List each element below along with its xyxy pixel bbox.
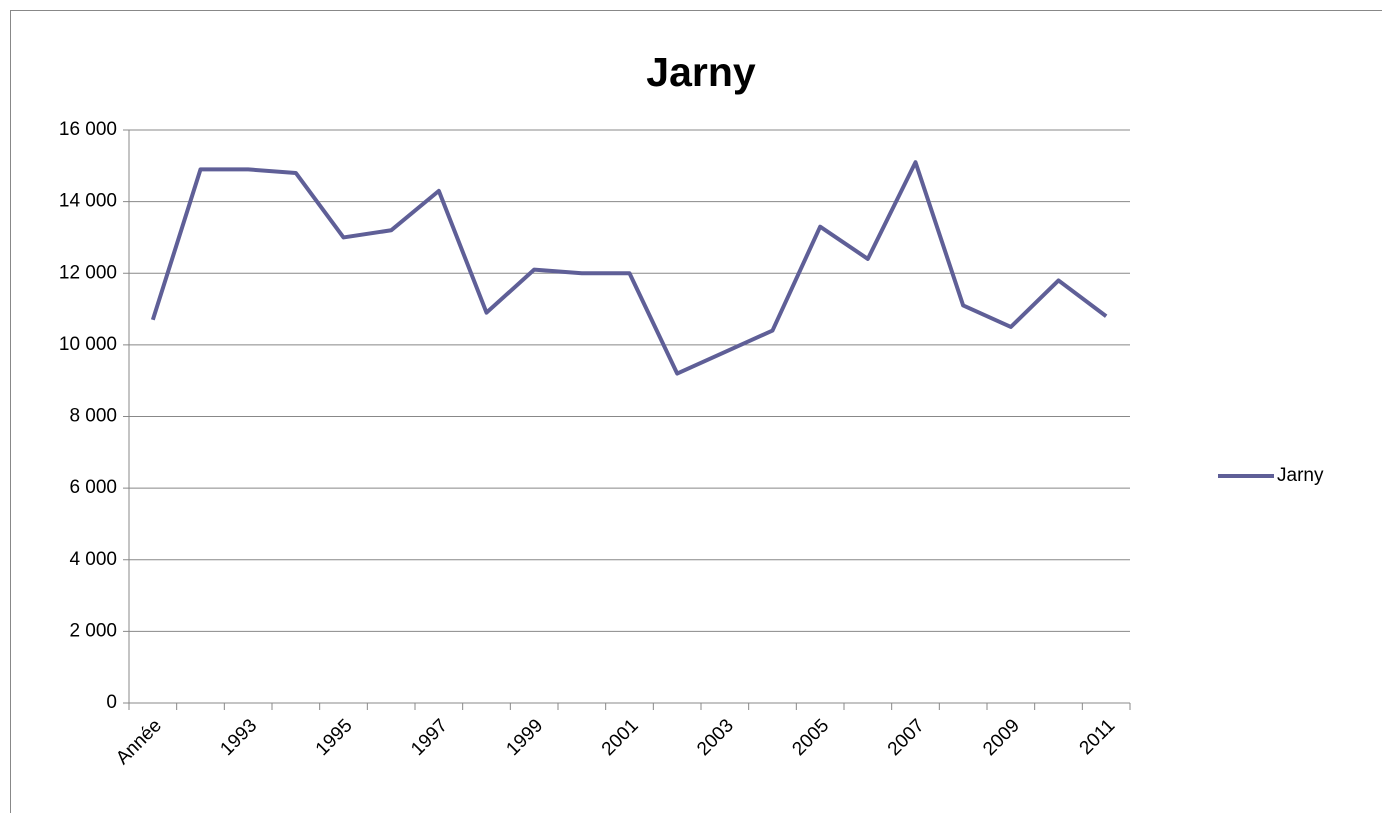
y-tick-label: 10 000 [59, 334, 117, 355]
chart-frame [10, 10, 1382, 813]
y-tick-label: 16 000 [59, 119, 117, 140]
y-tick-label: 14 000 [59, 191, 117, 212]
chart-title: Jarny [646, 49, 756, 95]
line-series [150, 160, 1108, 376]
y-tick-label: 8 000 [69, 406, 117, 427]
y-tick-label: 4 000 [69, 549, 117, 570]
y-tick-label: 12 000 [59, 262, 117, 283]
legend-label: Jarny [1277, 465, 1324, 486]
y-tick-label: 2 000 [69, 620, 117, 641]
y-tick-label: 6 000 [69, 477, 117, 498]
y-tick-label: 0 [106, 692, 117, 713]
